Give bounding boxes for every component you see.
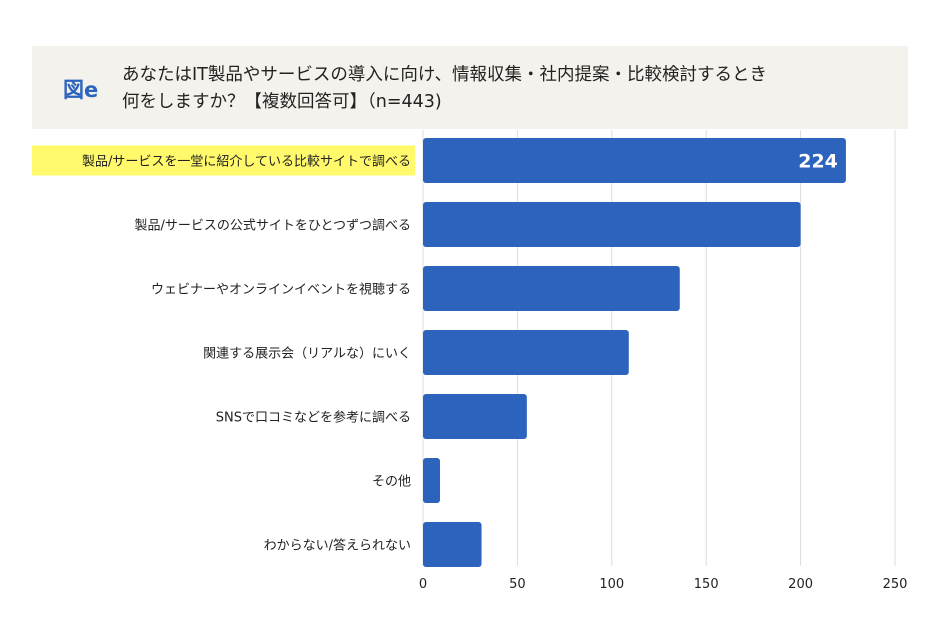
category-label: その他 bbox=[372, 475, 411, 490]
category-highlight bbox=[32, 145, 415, 176]
figure-label: 図e bbox=[63, 78, 99, 102]
x-tick-label: 100 bbox=[599, 577, 624, 592]
category-label: 関連する展示会（リアルな）にいく bbox=[203, 347, 411, 362]
title-line-1: あなたはIT製品やサービスの導入に向け、情報収集・社内提案・比較検討するとき bbox=[122, 65, 767, 85]
bar bbox=[423, 522, 482, 567]
bar bbox=[423, 266, 680, 311]
bar bbox=[423, 202, 801, 247]
bar-value-label: 224 bbox=[798, 151, 838, 173]
bar bbox=[423, 394, 527, 439]
x-tick-label: 200 bbox=[788, 577, 813, 592]
chart-title: あなたはIT製品やサービスの導入に向け、情報収集・社内提案・比較検討するとき 何… bbox=[122, 62, 892, 116]
category-label: 製品/サービスの公式サイトをひとつずつ調べる bbox=[135, 219, 411, 234]
bar bbox=[423, 138, 846, 183]
x-tick-label: 250 bbox=[883, 577, 908, 592]
category-label: わからない/答えられない bbox=[264, 538, 411, 554]
chart-header: 図e あなたはIT製品やサービスの導入に向け、情報収集・社内提案・比較検討すると… bbox=[32, 46, 908, 129]
title-line-2: 何をしますか？【複数回答可】（n=443) bbox=[122, 92, 442, 112]
category-label: SNSで口コミなどを参考に調べる bbox=[216, 410, 411, 426]
category-label: ウェビナーやオンラインイベントを視聴する bbox=[151, 283, 411, 298]
category-label: 製品/サービスを一堂に紹介している比較サイトで調べる bbox=[82, 155, 411, 170]
x-tick-label: 150 bbox=[694, 577, 719, 592]
x-tick-label: 50 bbox=[509, 577, 526, 592]
x-tick-label: 0 bbox=[419, 577, 427, 592]
bar bbox=[423, 330, 629, 375]
bar bbox=[423, 458, 440, 503]
